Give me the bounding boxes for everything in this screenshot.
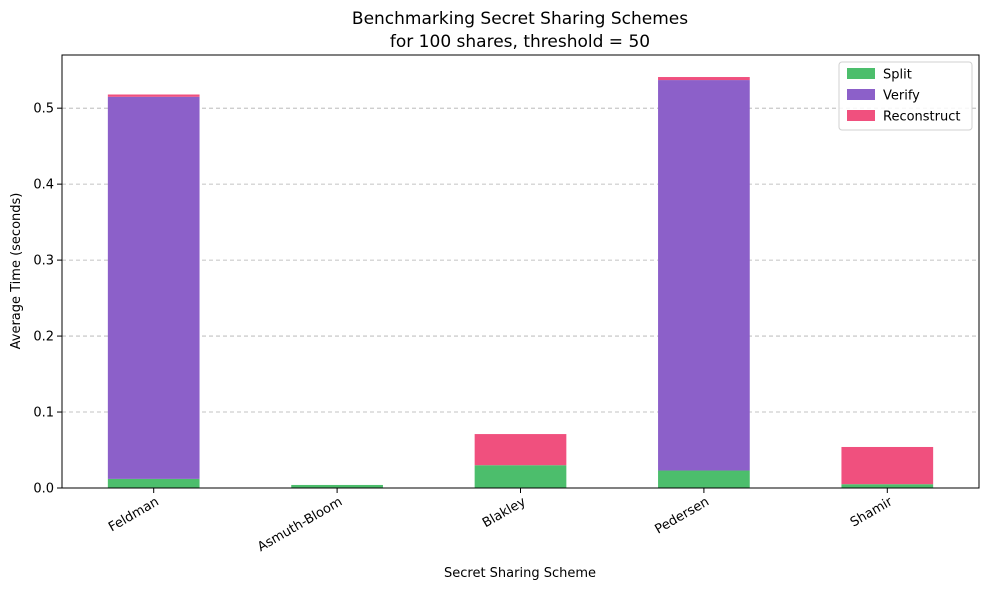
bars-group	[107, 77, 934, 488]
legend-swatch-verify	[847, 89, 875, 100]
bar-split-asmuth-bloom	[291, 484, 383, 488]
y-tick-label: 0.4	[33, 178, 54, 193]
legend-label-verify: Verify	[883, 89, 920, 104]
x-tick-label: Feldman	[106, 494, 162, 535]
legend-label-reconstruct: Reconstruct	[883, 110, 961, 125]
bar-reconstruct-feldman	[107, 94, 200, 97]
y-tick-label: 0.1	[33, 406, 54, 421]
bar-reconstruct-blakley	[474, 434, 567, 466]
bar-split-blakley	[474, 465, 567, 488]
bar-verify-feldman	[107, 96, 200, 479]
x-tick-label: Shamir	[848, 494, 896, 530]
legend: Split Verify Reconstruct	[838, 61, 973, 131]
y-axis-label: Average Time (seconds)	[9, 193, 24, 350]
x-tick-label: Asmuth-Bloom	[255, 494, 345, 555]
bar-split-shamir	[841, 484, 934, 488]
y-tick-label: 0.5	[33, 102, 54, 117]
bar-reconstruct-pedersen	[658, 77, 750, 81]
y-axis-ticks: 0.0 0.1 0.2 0.3 0.4 0.5	[33, 102, 62, 497]
legend-swatch-reconstruct	[847, 110, 875, 121]
x-axis-ticks: Feldman Asmuth-Bloom Blakley Pedersen Shamir	[106, 488, 896, 555]
chart-title-line-1: Benchmarking Secret Sharing Schemes	[352, 9, 688, 29]
plot-frame	[61, 54, 980, 489]
bar-reconstruct-shamir	[841, 446, 934, 485]
legend-label-split: Split	[883, 68, 912, 83]
chart-title-line-2: for 100 shares, threshold = 50	[390, 32, 650, 52]
bar-split-feldman	[107, 478, 200, 488]
legend-swatch-split	[847, 68, 875, 79]
bar-split-pedersen	[658, 470, 750, 488]
y-tick-label: 0.2	[33, 330, 54, 345]
x-tick-label: Blakley	[480, 494, 529, 531]
bar-verify-pedersen	[658, 80, 750, 471]
y-gridlines	[62, 107, 979, 413]
x-tick-label: Pedersen	[652, 494, 711, 537]
y-tick-label: 0.3	[33, 254, 54, 269]
x-axis-label: Secret Sharing Scheme	[444, 566, 596, 581]
y-tick-label: 0.0	[33, 482, 54, 497]
